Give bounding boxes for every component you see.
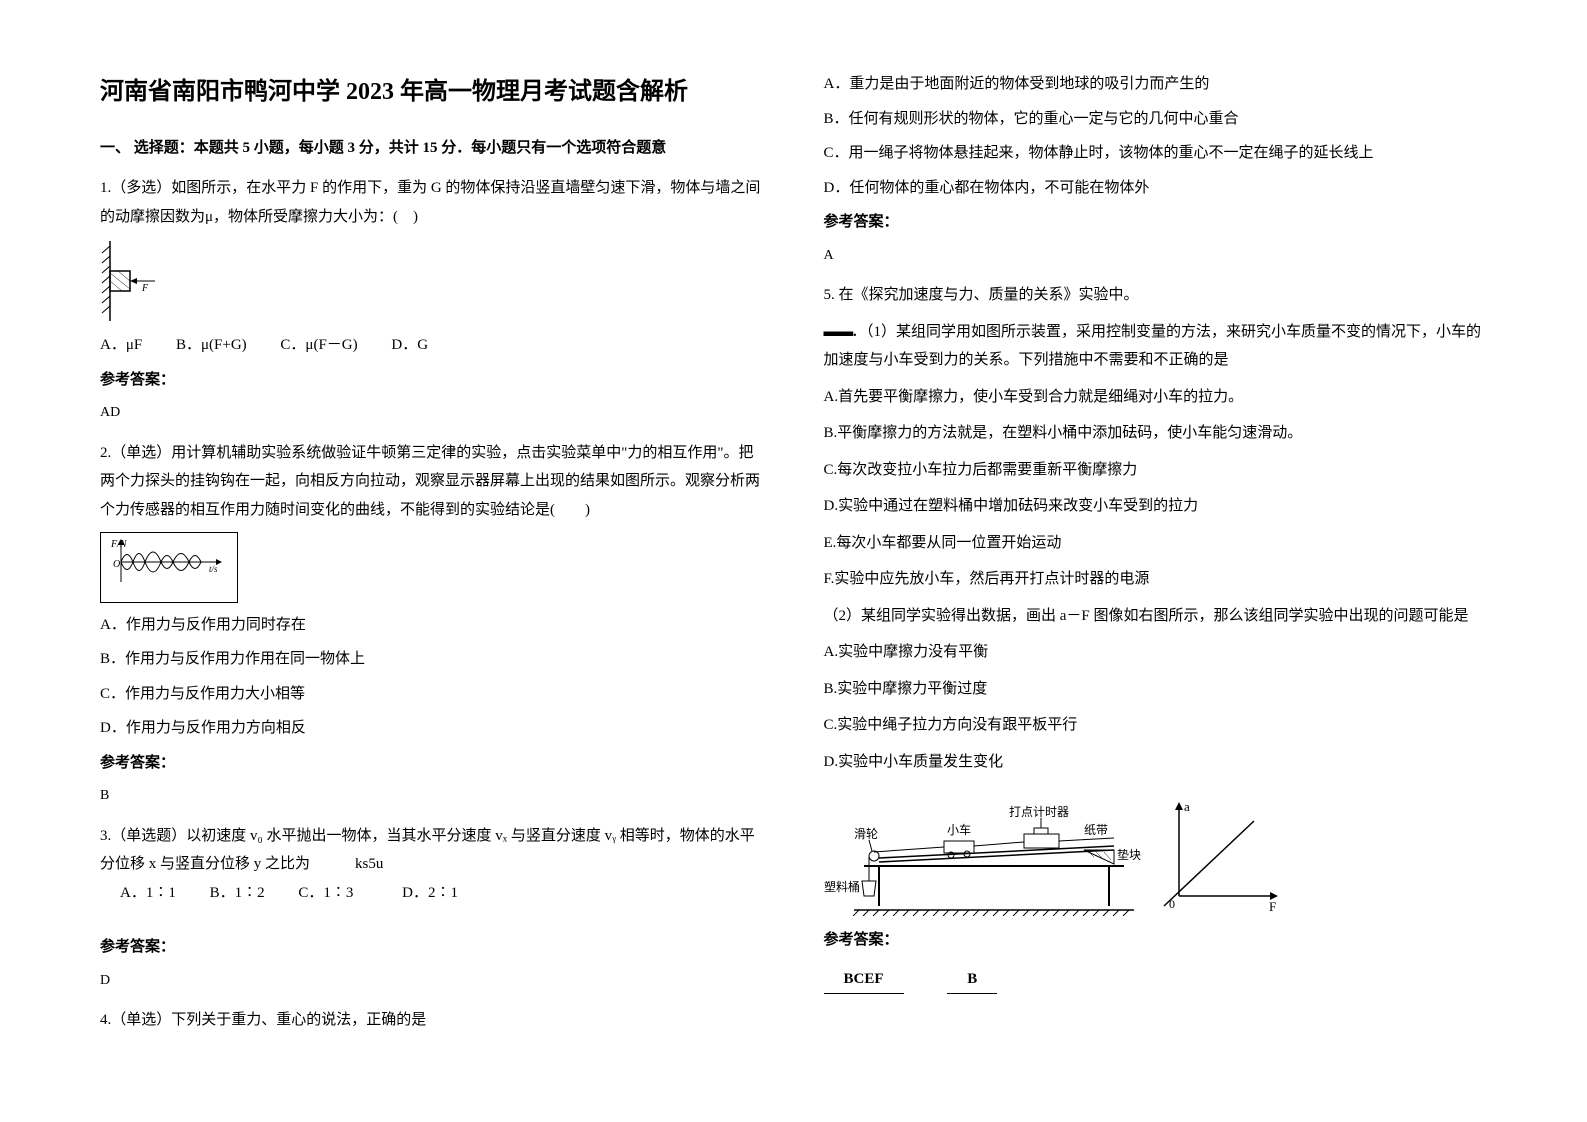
left-column: 河南省南阳市鸭河中学 2023 年高一物理月考试题含解析 一、 选择题：本题共 … bbox=[100, 70, 764, 1045]
q5-opt2C: C.实验中绳子拉力方向没有跟平板平行 bbox=[824, 711, 1488, 740]
question-5: 5. 在《探究加速度与力、质量的关系》实验中。 ▬ ▬ . （1）某组同学用如图… bbox=[824, 281, 1488, 994]
right-column: A．重力是由于地面附近的物体受到地球的吸引力而产生的 B．任何有规则形状的物体，… bbox=[824, 70, 1488, 1045]
q5-optD: D.实验中通过在塑料桶中增加砝码来改变小车受到的拉力 bbox=[824, 492, 1488, 521]
axis-x-label: F bbox=[1269, 899, 1276, 914]
car-label: 小车 bbox=[947, 822, 971, 837]
q4-optB: B．任何有规则形状的物体，它的重心一定与它的几何中心重合 bbox=[824, 105, 1488, 134]
force-time-graph: F/N t/s O bbox=[100, 532, 238, 603]
question-4-cont: A．重力是由于地面附近的物体受到地球的吸引力而产生的 B．任何有规则形状的物体，… bbox=[824, 70, 1488, 269]
question-3: 3.（单选题）以初速度 v₀ 水平抛出一物体，当其水平分速度 vₓ 与竖直分速度… bbox=[100, 822, 764, 995]
q3-optD: D．2∶1 bbox=[402, 885, 458, 901]
q3-answer-label: 参考答案： bbox=[100, 933, 764, 962]
bucket-label: 塑料桶 bbox=[824, 879, 860, 894]
q5-answer2: B bbox=[947, 965, 997, 995]
q3-options: A．1∶1 B．1∶2 C．1∶3 D．2∶1 bbox=[100, 879, 764, 908]
q5-optB: B.平衡摩擦力的方法就是，在塑料小桶中添加砝码，使小车能匀速滑动。 bbox=[824, 419, 1488, 448]
q2-text: 2.（单选）用计算机辅助实验系统做验证牛顿第三定律的实验，点击实验菜单中"力的相… bbox=[100, 439, 764, 525]
section-header: 一、 选择题：本题共 5 小题，每小题 3 分，共计 15 分．每小题只有一个选… bbox=[100, 134, 764, 163]
q2-optA: A．作用力与反作用力同时存在 bbox=[100, 611, 764, 640]
q2-optB: B．作用力与反作用力作用在同一物体上 bbox=[100, 645, 764, 674]
q5-answer-label: 参考答案： bbox=[824, 926, 1488, 955]
q1-optB: B．μ(F+G) bbox=[176, 337, 247, 353]
axis-y-label: a bbox=[1184, 799, 1190, 814]
q5-optF: F.实验中应先放小车，然后再开打点计时器的电源 bbox=[824, 565, 1488, 594]
q5-opt2A: A.实验中摩擦力没有平衡 bbox=[824, 638, 1488, 667]
q1-optC: C．μ(F－G) bbox=[280, 337, 357, 353]
q3-optB: B．1∶2 bbox=[210, 885, 265, 901]
q5-answer1: BCEF bbox=[824, 965, 904, 995]
graph-x-label: t/s bbox=[209, 564, 218, 574]
q5-text: 5. 在《探究加速度与力、质量的关系》实验中。 bbox=[824, 281, 1488, 310]
q4-answer-label: 参考答案： bbox=[824, 208, 1488, 237]
q5-answers: BCEF B bbox=[824, 965, 1488, 995]
q4-optC: C．用一绳子将物体悬挂起来，物体静止时，该物体的重心不一定在绳子的延长线上 bbox=[824, 139, 1488, 168]
a-F-graph: a F 0 bbox=[1154, 796, 1284, 916]
question-2: 2.（单选）用计算机辅助实验系统做验证牛顿第三定律的实验，点击实验菜单中"力的相… bbox=[100, 439, 764, 810]
timer-label: 打点计时器 bbox=[1009, 805, 1069, 819]
q2-optD: D．作用力与反作用力方向相反 bbox=[100, 714, 764, 743]
pulley-label: 滑轮 bbox=[854, 827, 878, 841]
svg-text:F: F bbox=[141, 283, 149, 294]
svg-text:O: O bbox=[113, 559, 120, 570]
q3-answer: D bbox=[100, 968, 764, 995]
q2-answer-label: 参考答案： bbox=[100, 749, 764, 778]
q5-optC: C.每次改变拉小车拉力后都需要重新平衡摩擦力 bbox=[824, 456, 1488, 485]
q4-answer: A bbox=[824, 243, 1488, 270]
q5-opt2D: D.实验中小车质量发生变化 bbox=[824, 748, 1488, 777]
q5-opt2B: B.实验中摩擦力平衡过度 bbox=[824, 675, 1488, 704]
question-4-start: 4.（单选）下列关于重力、重心的说法，正确的是 bbox=[100, 1006, 764, 1035]
q1-options: A．μF B．μ(F+G) C．μ(F－G) D．G bbox=[100, 331, 764, 360]
q1-answer: AD bbox=[100, 400, 764, 427]
q2-optC: C．作用力与反作用力大小相等 bbox=[100, 680, 764, 709]
q4-optA: A．重力是由于地面附近的物体受到地球的吸引力而产生的 bbox=[824, 70, 1488, 99]
wall-block-diagram: F bbox=[100, 241, 160, 321]
q5-part2: （2）某组同学实验得出数据，画出 a－F 图像如右图所示，那么该组同学实验中出现… bbox=[824, 602, 1488, 631]
q3-optC: C．1∶3 bbox=[298, 885, 353, 901]
q3-optA: A．1∶1 bbox=[120, 885, 176, 901]
q5-optE: E.每次小车都要从同一位置开始运动 bbox=[824, 529, 1488, 558]
experiment-setup-diagram: 垫块 小车 打点计时器 纸带 滑轮 bbox=[824, 786, 1488, 916]
tape-label: 纸带 bbox=[1084, 823, 1108, 837]
q1-answer-label: 参考答案： bbox=[100, 366, 764, 395]
page-title: 河南省南阳市鸭河中学 2023 年高一物理月考试题含解析 bbox=[100, 70, 764, 116]
q4-optD: D．任何物体的重心都在物体内，不可能在物体外 bbox=[824, 174, 1488, 203]
q2-answer: B bbox=[100, 783, 764, 810]
q1-optA: A．μF bbox=[100, 337, 142, 353]
q3-text: 3.（单选题）以初速度 v₀ 水平抛出一物体，当其水平分速度 vₓ 与竖直分速度… bbox=[100, 822, 764, 879]
wedge-label: 垫块 bbox=[1117, 847, 1141, 862]
q5-optA: A.首先要平衡摩擦力，使小车受到合力就是细绳对小车的拉力。 bbox=[824, 383, 1488, 412]
q1-optD: D．G bbox=[391, 337, 428, 353]
q1-text: 1.（多选）如图所示，在水平力 F 的作用下，重为 G 的物体保持沿竖直墙壁匀速… bbox=[100, 174, 764, 231]
q4-text: 4.（单选）下列关于重力、重心的说法，正确的是 bbox=[100, 1006, 764, 1035]
q5-part1: ▬ ▬ . （1）某组同学用如图所示装置，采用控制变量的方法，来研究小车质量不变… bbox=[824, 318, 1488, 375]
question-1: 1.（多选）如图所示，在水平力 F 的作用下，重为 G 的物体保持沿竖直墙壁匀速… bbox=[100, 174, 764, 427]
